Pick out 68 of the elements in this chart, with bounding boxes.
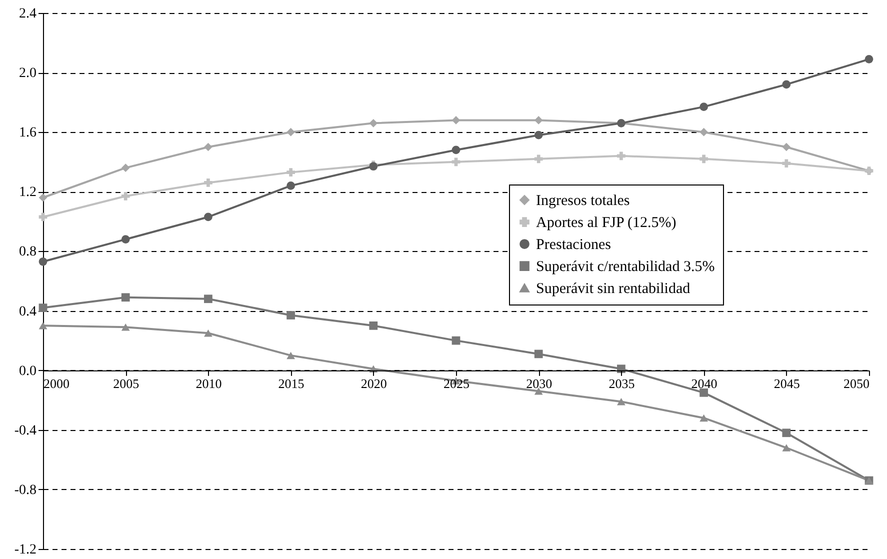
y-tick-label: 0.4 (19, 304, 36, 320)
x-tick-label: 2045 (774, 376, 800, 391)
y-tick-label: 1.6 (19, 126, 36, 141)
point (700, 388, 708, 397)
point (452, 116, 460, 124)
point (534, 350, 543, 358)
x-tick-label: 2010 (196, 376, 222, 391)
point (38, 322, 48, 330)
y-tick-label: -0.4 (14, 423, 36, 438)
x-tick-label: 2005 (113, 376, 140, 391)
point (782, 142, 791, 152)
point (782, 80, 791, 89)
point (286, 168, 295, 176)
x-tick-label: 2030 (526, 376, 552, 391)
legend-label: Prestaciones (536, 237, 612, 254)
point (121, 164, 130, 172)
point (121, 324, 130, 331)
y-tick-label: -1.2 (14, 542, 36, 558)
point (452, 336, 460, 345)
point (369, 321, 378, 330)
point (121, 235, 130, 244)
point (204, 142, 212, 152)
legend-label: Ingresos totales (536, 193, 630, 210)
point (534, 154, 543, 164)
legend-label: Aportes al FJP (12.5%) (536, 215, 676, 232)
x-tick-label: 2025 (444, 376, 470, 391)
y-tick-label: 2.4 (19, 6, 36, 22)
y-tick-label: 1.2 (19, 185, 36, 200)
x-tick-label: 2000 (44, 376, 70, 391)
y-tick-label: 0.0 (19, 364, 36, 379)
point (617, 152, 626, 160)
point (452, 158, 460, 166)
point (38, 193, 48, 202)
point (204, 178, 212, 187)
point (286, 128, 295, 136)
point (286, 311, 295, 320)
point (38, 304, 48, 312)
y-tick-label: 0.8 (19, 244, 36, 260)
x-tick-label: 2040 (691, 376, 718, 391)
point (782, 159, 791, 168)
point (121, 192, 130, 200)
point (700, 128, 708, 136)
point (700, 154, 708, 164)
y-tick-label: -0.8 (14, 482, 36, 498)
point (286, 352, 295, 360)
point (617, 398, 626, 406)
point (534, 130, 543, 140)
y-tick-label: 2.0 (19, 66, 36, 82)
x-tick-label: 2050 (844, 376, 870, 391)
x-tick-label: 2035 (608, 376, 635, 391)
point (121, 293, 130, 302)
point (864, 54, 874, 64)
point (38, 257, 48, 266)
x-tick-label: 2015 (278, 376, 304, 391)
point (286, 182, 295, 190)
x-tick-label: 2020 (360, 376, 387, 391)
legend-label: Superávit c/rentabilidad 3.5% (536, 259, 715, 276)
point (700, 414, 708, 422)
point (204, 329, 212, 337)
point (782, 428, 791, 438)
point (204, 212, 212, 222)
point (369, 118, 378, 128)
legend-label: Superávit sin rentabilidad (536, 281, 691, 298)
point (700, 102, 708, 111)
point (452, 146, 460, 154)
point (204, 294, 212, 304)
point (534, 116, 543, 124)
point (782, 444, 791, 452)
